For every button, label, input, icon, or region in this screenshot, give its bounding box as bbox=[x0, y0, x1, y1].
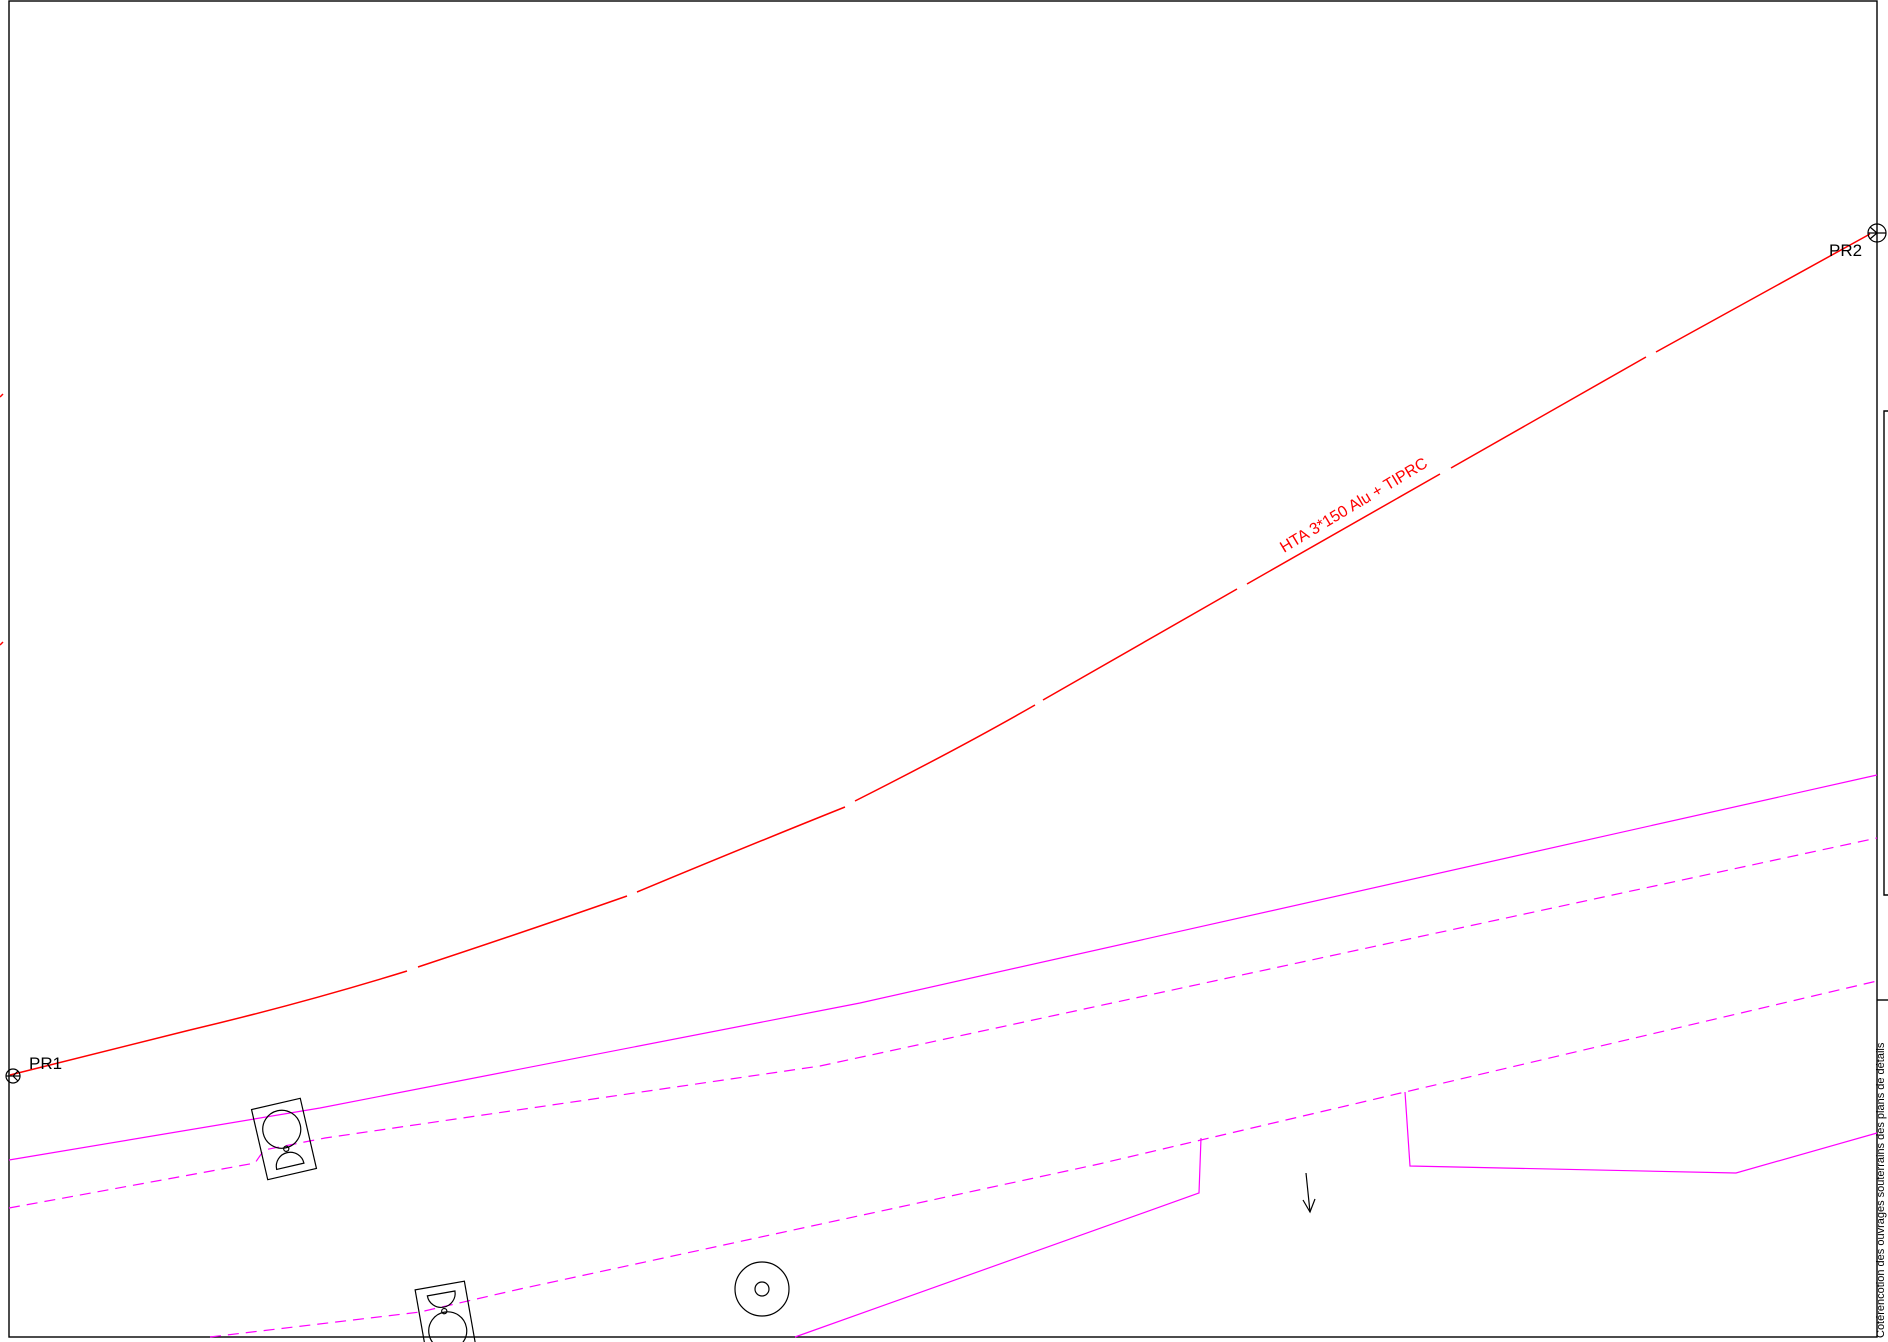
road-lines bbox=[8, 774, 1878, 1338]
hta-cable-label: HTA 3*150 Alu + TIPRC bbox=[1277, 455, 1430, 557]
hta-cable-segment bbox=[1450, 356, 1647, 469]
road-dashed-edge-2 bbox=[209, 980, 1878, 1338]
hta-cable-segment bbox=[1246, 473, 1441, 585]
hta-cable-segment bbox=[636, 806, 846, 893]
edge-tick bbox=[0, 641, 4, 646]
side-panel-label: Cotérencotion des ouvrages souterrains d… bbox=[1875, 1042, 1887, 1338]
utility-chamber-arc-icon bbox=[426, 1290, 456, 1308]
utility-chamber-node-icon bbox=[283, 1145, 290, 1152]
manhole-inner-icon bbox=[754, 1281, 770, 1297]
utility-chamber-frame bbox=[414, 1280, 478, 1342]
utility-chamber-frame bbox=[250, 1097, 318, 1181]
hta-cable-segment bbox=[417, 895, 628, 968]
hta-cable-segment bbox=[1655, 233, 1871, 353]
hta-cable-segment bbox=[1042, 588, 1238, 701]
hta-cable: HTA 3*150 Alu + TIPRC bbox=[9, 233, 1871, 1076]
side-panel-upper-border bbox=[1883, 410, 1888, 896]
pr1-label: PR1 bbox=[29, 1054, 62, 1073]
utility-chamber-circle-icon bbox=[262, 1109, 302, 1149]
pr1-symbol-icon bbox=[12, 1075, 19, 1082]
road-edge-lower-right bbox=[1404, 1091, 1878, 1174]
road-dashed-lines bbox=[8, 837, 1878, 1338]
utility-chamber-arc-icon bbox=[275, 1151, 305, 1171]
hta-cable-segment bbox=[189, 970, 408, 1031]
manhole-outer-icon bbox=[734, 1261, 790, 1317]
manhole-icon bbox=[734, 1261, 790, 1317]
pr2-label: PR2 bbox=[1829, 241, 1862, 260]
pr1-marker: PR1 bbox=[5, 1054, 62, 1084]
pr2-marker: PR2 bbox=[1829, 223, 1887, 260]
utility-chamber-icon bbox=[414, 1280, 478, 1342]
edge-tick bbox=[0, 393, 4, 398]
utility-chamber-icon bbox=[250, 1097, 318, 1181]
utility-chamber-node-icon bbox=[441, 1307, 448, 1315]
pr2-symbol-icon bbox=[1869, 226, 1878, 234]
road-edge-lower-middle bbox=[794, 1137, 1202, 1338]
flow-arrow-icon bbox=[1302, 1172, 1316, 1214]
utility-chamber-circle-icon bbox=[428, 1311, 468, 1342]
road-edge-upper bbox=[8, 774, 1878, 1161]
pr1-symbol-icon bbox=[12, 1070, 19, 1077]
hta-cable-segment bbox=[9, 1029, 191, 1076]
hta-cable-segment bbox=[854, 704, 1036, 802]
flow-arrow-icon bbox=[1305, 1172, 1311, 1213]
flow-arrow-icon bbox=[1302, 1198, 1316, 1214]
pr2-symbol-icon bbox=[1869, 232, 1878, 240]
drawing-frame bbox=[8, 0, 1878, 1338]
side-panel: Cotérencotion des ouvrages souterrains d… bbox=[1875, 410, 1888, 1338]
